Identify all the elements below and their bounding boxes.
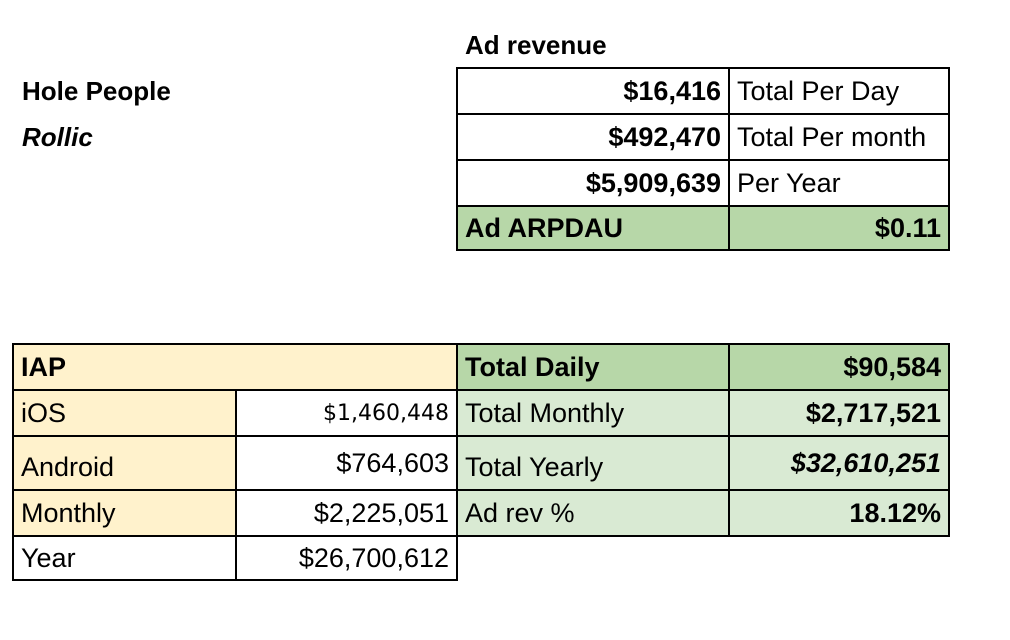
ad-arpdau-value: $0.11 [728, 205, 950, 251]
ad-per-year-value: $5,909,639 [456, 159, 730, 207]
ad-per-year-label: Per Year [728, 159, 950, 207]
iap-title: IAP [12, 343, 458, 391]
iap-monthly-label: Monthly [12, 489, 237, 537]
game-title: Hole People [22, 76, 171, 106]
iap-ios-value: $1,460,448 [235, 389, 458, 437]
total-daily-value: $90,584 [728, 343, 950, 391]
total-yearly-label: Total Yearly [456, 435, 730, 491]
ad-revenue-title: Ad revenue [465, 30, 607, 60]
iap-year-label: Year [12, 535, 237, 581]
iap-year-value: $26,700,612 [235, 535, 458, 581]
ad-per-day-label: Total Per Day [728, 67, 950, 115]
ad-arpdau-label: Ad ARPDAU [456, 205, 730, 251]
iap-monthly-value: $2,225,051 [235, 489, 458, 537]
ad-per-month-value: $492,470 [456, 113, 730, 161]
total-yearly-value: $32,610,251 [728, 435, 950, 491]
iap-android-value: $764,603 [235, 435, 458, 491]
ad-per-month-label: Total Per month [728, 113, 950, 161]
ad-per-day-value: $16,416 [456, 67, 730, 115]
publisher-name: Rollic [22, 122, 93, 152]
total-monthly-label: Total Monthly [456, 389, 730, 437]
total-monthly-value: $2,717,521 [728, 389, 950, 437]
ad-rev-percent-label: Ad rev % [456, 489, 730, 537]
total-daily-label: Total Daily [456, 343, 730, 391]
ad-rev-percent-value: 18.12% [728, 489, 950, 537]
iap-ios-label: iOS [12, 389, 237, 437]
iap-android-label: Android [12, 435, 237, 491]
